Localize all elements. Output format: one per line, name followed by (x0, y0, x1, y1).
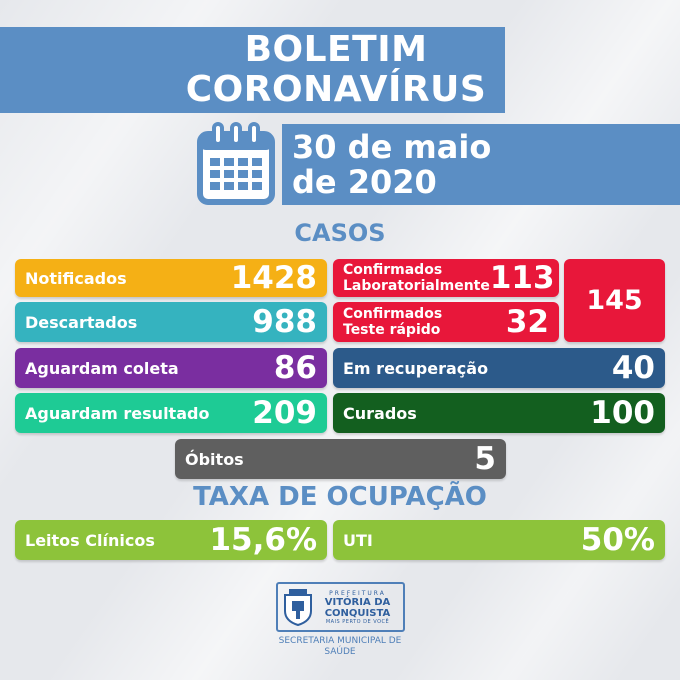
aguardam-coleta-card: Aguardam coleta 86 (15, 348, 327, 388)
curados-card: Curados 100 (333, 393, 665, 433)
em-recuperacao-card: Em recuperação 40 (333, 348, 665, 388)
footer: SECRETARIA MUNICIPAL DE SAÚDE (240, 636, 440, 658)
aguardam-resultado-card: Aguardam resultado 209 (15, 393, 327, 433)
confirmados-rapido-value: 32 (505, 304, 549, 340)
obitos-card: Óbitos 5 (175, 439, 506, 479)
calendar-icon (197, 122, 275, 205)
confirmados-rapido-label-line1: Confirmados (343, 306, 443, 322)
logo-line1: VITÓRIA DA (324, 596, 391, 608)
em-recuperacao-label: Em recuperação (343, 358, 489, 378)
title-line2: CORONAVÍRUS (185, 69, 487, 110)
date-line1: 30 de maio (292, 127, 492, 166)
descartados-card: Descartados 988 (15, 302, 327, 342)
confirmados-lab-label-line2: Laboratorialmente (343, 278, 490, 294)
logo-line2: CONQUISTA (324, 607, 391, 619)
coat-of-arms-icon (284, 589, 312, 627)
curados-label: Curados (343, 403, 417, 423)
prefeitura-logo: PREFEITURA VITÓRIA DA CONQUISTA MAIS PER… (276, 582, 405, 632)
total-confirmados-card: 145 (564, 259, 665, 342)
footer-line2: SAÚDE (324, 647, 356, 657)
ocupacao-title: TAXA DE OCUPAÇÃO (193, 482, 487, 512)
leitos-card: Leitos Clínicos 15,6% (15, 520, 327, 560)
title-line1: BOLETIM (244, 29, 428, 70)
aguardam-resultado-label: Aguardam resultado (25, 403, 210, 423)
leitos-value: 15,6% (209, 522, 317, 558)
confirmados-rapido-card: Confirmados Teste rápido 32 (333, 302, 559, 342)
leitos-label: Leitos Clínicos (25, 530, 155, 550)
em-recuperacao-value: 40 (611, 350, 655, 386)
confirmados-rapido-label: Confirmados Teste rápido (343, 306, 442, 338)
confirmados-lab-card: Confirmados Laboratorialmente 113 (333, 259, 559, 297)
title-banner: BOLETIM CORONAVÍRUS (0, 27, 505, 113)
logo-text: PREFEITURA VITÓRIA DA CONQUISTA MAIS PER… (315, 590, 400, 625)
notificados-value: 1428 (230, 260, 317, 296)
descartados-value: 988 (252, 304, 317, 340)
uti-card: UTI 50% (333, 520, 665, 560)
confirmados-lab-label: Confirmados Laboratorialmente (343, 262, 490, 294)
obitos-value: 5 (474, 441, 496, 477)
date-line2: de 2020 (292, 162, 437, 201)
uti-value: 50% (580, 522, 655, 558)
notificados-label: Notificados (25, 268, 127, 288)
aguardam-coleta-label: Aguardam coleta (25, 358, 179, 378)
total-confirmados-value: 145 (586, 285, 643, 316)
obitos-label: Óbitos (185, 449, 244, 469)
logo-prefeitura: PREFEITURA (329, 589, 386, 597)
uti-label: UTI (343, 530, 373, 550)
footer-line1: SECRETARIA MUNICIPAL DE (278, 636, 402, 646)
logo-tagline: MAIS PERTO DE VOCÊ (325, 618, 390, 625)
confirmados-lab-value: 113 (489, 260, 555, 296)
aguardam-coleta-value: 86 (273, 350, 317, 386)
aguardam-resultado-value: 209 (252, 395, 317, 431)
date-banner: 30 de maio de 2020 (282, 124, 680, 205)
confirmados-lab-label-line1: Confirmados (343, 262, 443, 278)
confirmados-rapido-label-line2: Teste rápido (343, 322, 441, 338)
curados-value: 100 (590, 395, 655, 431)
notificados-card: Notificados 1428 (15, 259, 327, 297)
casos-title: CASOS (294, 219, 386, 247)
descartados-label: Descartados (25, 312, 138, 332)
